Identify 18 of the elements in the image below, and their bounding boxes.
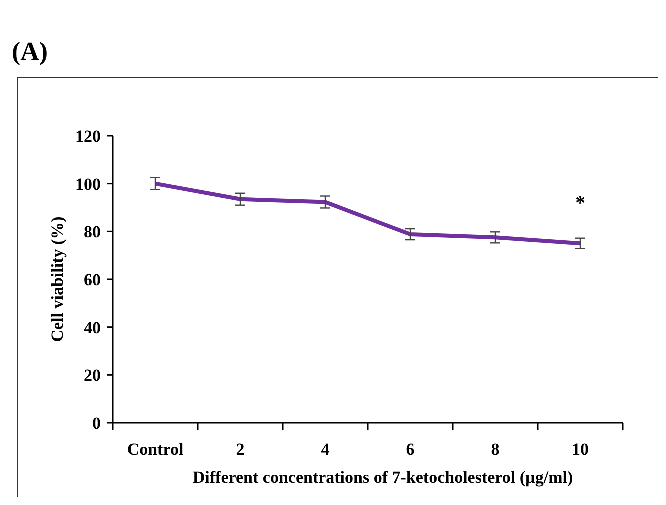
y-tick-label: 100 — [76, 174, 101, 194]
line-series — [154, 182, 582, 246]
y-axis-title: Cell viability (%) — [48, 216, 67, 342]
chart-title: (A) — [12, 37, 48, 66]
x-tick-label: 2 — [236, 440, 245, 459]
x-tick-label: Control — [127, 440, 184, 459]
y-tick-label: 60 — [84, 270, 101, 290]
x-tick-label: 8 — [491, 440, 500, 459]
x-tick-label: 6 — [406, 440, 415, 459]
x-tick-label: 4 — [321, 440, 330, 459]
y-tick-label: 0 — [92, 414, 101, 433]
x-tick-label: 10 — [572, 440, 589, 459]
annotation: * — [576, 192, 586, 215]
y-tick-label: 120 — [76, 126, 101, 146]
x-axis-title: Different concentrations of 7-ketocholesterol (µg/ml) — [192, 468, 574, 487]
y-tick-label: 80 — [84, 222, 101, 242]
y-tick-label: 40 — [84, 318, 101, 338]
y-tick-label: 20 — [84, 366, 101, 386]
